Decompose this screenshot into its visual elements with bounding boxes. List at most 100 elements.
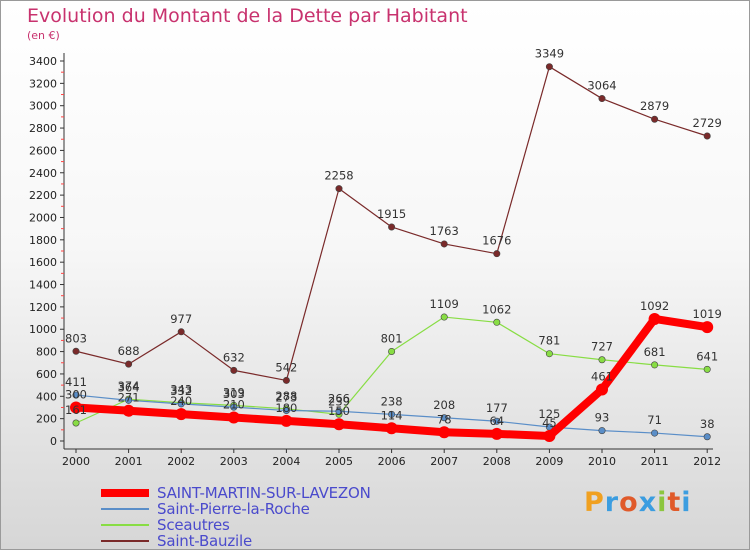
series-layer xyxy=(70,63,714,442)
data-point xyxy=(72,391,80,399)
logo-letter: t xyxy=(667,487,682,518)
chart-subtitle: (en €) xyxy=(27,29,60,42)
logo-letter: i xyxy=(681,487,692,518)
legend-swatch xyxy=(101,524,149,526)
data-label: 239 xyxy=(328,394,350,408)
legend-swatch xyxy=(101,508,149,510)
y-tick-label: 1800 xyxy=(29,234,57,247)
data-point xyxy=(227,411,240,424)
y-tick-label: 2200 xyxy=(29,189,57,202)
y-tick-label: 3400 xyxy=(29,55,57,68)
data-label: 343 xyxy=(170,383,192,397)
data-label: 803 xyxy=(65,331,87,345)
data-label: 727 xyxy=(591,340,613,354)
data-label: 411 xyxy=(65,375,87,389)
legend-swatch xyxy=(101,540,149,542)
data-point xyxy=(72,419,80,427)
logo-letter: i xyxy=(657,487,668,518)
data-point xyxy=(388,410,396,418)
data-label: 208 xyxy=(433,398,455,412)
y-tick-label: 2600 xyxy=(29,144,57,157)
data-point xyxy=(701,321,714,334)
logo-letter: o xyxy=(619,487,639,518)
data-point xyxy=(596,383,608,396)
y-tick-label: 200 xyxy=(36,413,57,426)
data-point xyxy=(438,426,451,439)
data-point xyxy=(545,350,553,358)
data-label: 688 xyxy=(118,344,140,358)
data-label: 71 xyxy=(647,413,662,427)
data-label: 238 xyxy=(381,394,403,408)
data-point xyxy=(335,407,343,415)
data-label: 542 xyxy=(275,360,297,374)
data-point xyxy=(72,347,80,355)
data-label: 210 xyxy=(223,398,245,412)
data-point xyxy=(490,427,503,440)
data-label: 1092 xyxy=(640,299,669,313)
data-point xyxy=(651,115,659,123)
data-point xyxy=(282,406,290,414)
data-label: 3349 xyxy=(535,47,564,61)
data-point xyxy=(280,414,293,427)
data-label: 681 xyxy=(644,345,666,359)
legend-label: Saint-Bauzile xyxy=(157,532,252,550)
y-tick-label: 2000 xyxy=(29,211,57,224)
data-label: 801 xyxy=(381,331,403,345)
data-label: 1915 xyxy=(377,207,406,221)
series-0 xyxy=(70,312,714,442)
y-tick-label: 0 xyxy=(50,435,57,448)
legend-label: Sceautres xyxy=(157,516,230,534)
data-point xyxy=(385,422,398,435)
legend-swatch xyxy=(101,489,149,497)
logo-letter: x xyxy=(638,487,658,518)
y-tick-label: 600 xyxy=(36,368,57,381)
data-label: 300 xyxy=(65,387,87,401)
data-label: 2258 xyxy=(324,169,353,183)
data-point xyxy=(543,429,556,442)
data-point xyxy=(388,347,396,355)
data-label: 240 xyxy=(170,394,192,408)
data-point xyxy=(177,328,185,336)
y-tick-label: 2400 xyxy=(29,167,57,180)
data-point xyxy=(122,404,135,417)
x-tick-label: 2001 xyxy=(115,455,143,468)
proxiti-logo: Proxiti xyxy=(584,487,692,518)
data-label: 632 xyxy=(223,350,245,364)
data-point xyxy=(651,361,659,369)
data-point xyxy=(440,240,448,248)
data-label: 374 xyxy=(118,379,140,393)
data-label: 1062 xyxy=(482,302,511,316)
data-point xyxy=(333,418,345,431)
data-label: 114 xyxy=(381,408,403,422)
data-label: 364 xyxy=(118,380,140,394)
data-label: 150 xyxy=(328,404,350,418)
data-label: 64 xyxy=(489,414,504,428)
data-label: 1676 xyxy=(482,234,511,248)
data-point xyxy=(388,223,396,231)
data-point xyxy=(493,318,501,326)
data-point xyxy=(282,376,290,384)
data-point xyxy=(125,396,133,404)
data-label: 1109 xyxy=(430,297,459,311)
legend-label: Saint-Pierre-la-Roche xyxy=(157,500,310,518)
data-label: 45 xyxy=(542,416,557,430)
data-point xyxy=(598,95,606,103)
data-label: 271 xyxy=(118,391,140,405)
x-tick-label: 2009 xyxy=(535,455,563,468)
y-tick-label: 800 xyxy=(36,346,57,359)
data-labels-layer: 300 271 240 210 180 150 114 78 64 45 461 1092 1019 41… xyxy=(65,47,722,431)
x-tick-label: 2003 xyxy=(220,455,248,468)
data-point xyxy=(125,360,133,368)
x-tick-label: 2007 xyxy=(430,455,458,468)
data-label: 161 xyxy=(65,403,87,417)
data-point xyxy=(703,365,711,373)
y-tick-label: 1200 xyxy=(29,301,57,314)
data-point xyxy=(230,403,238,411)
x-tick-label: 2002 xyxy=(167,455,195,468)
data-label: 461 xyxy=(591,369,613,383)
x-tick-label: 2004 xyxy=(272,455,300,468)
data-point xyxy=(440,414,448,422)
chart-title: Evolution du Montant de la Dette par Hab… xyxy=(27,5,468,27)
y-tick-label: 1400 xyxy=(29,279,57,292)
